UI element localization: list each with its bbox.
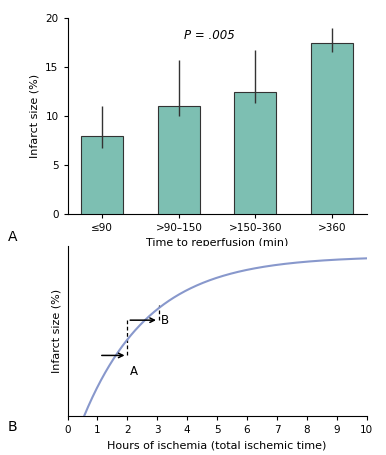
Y-axis label: Infarct size (%): Infarct size (%) [30,74,40,158]
Text: A: A [130,365,138,378]
X-axis label: Time to reperfusion (min): Time to reperfusion (min) [146,238,288,248]
Bar [81,136,123,214]
Y-axis label: Infarct size (%): Infarct size (%) [52,289,62,373]
X-axis label: Hours of ischemia (total ischemic time): Hours of ischemia (total ischemic time) [107,441,327,451]
Bar [234,91,276,214]
Text: A: A [8,230,17,244]
Bar [158,106,200,214]
Text: B: B [8,420,17,434]
Bar [311,43,353,214]
Text: P = .005: P = .005 [184,29,235,42]
Text: B: B [161,313,169,327]
